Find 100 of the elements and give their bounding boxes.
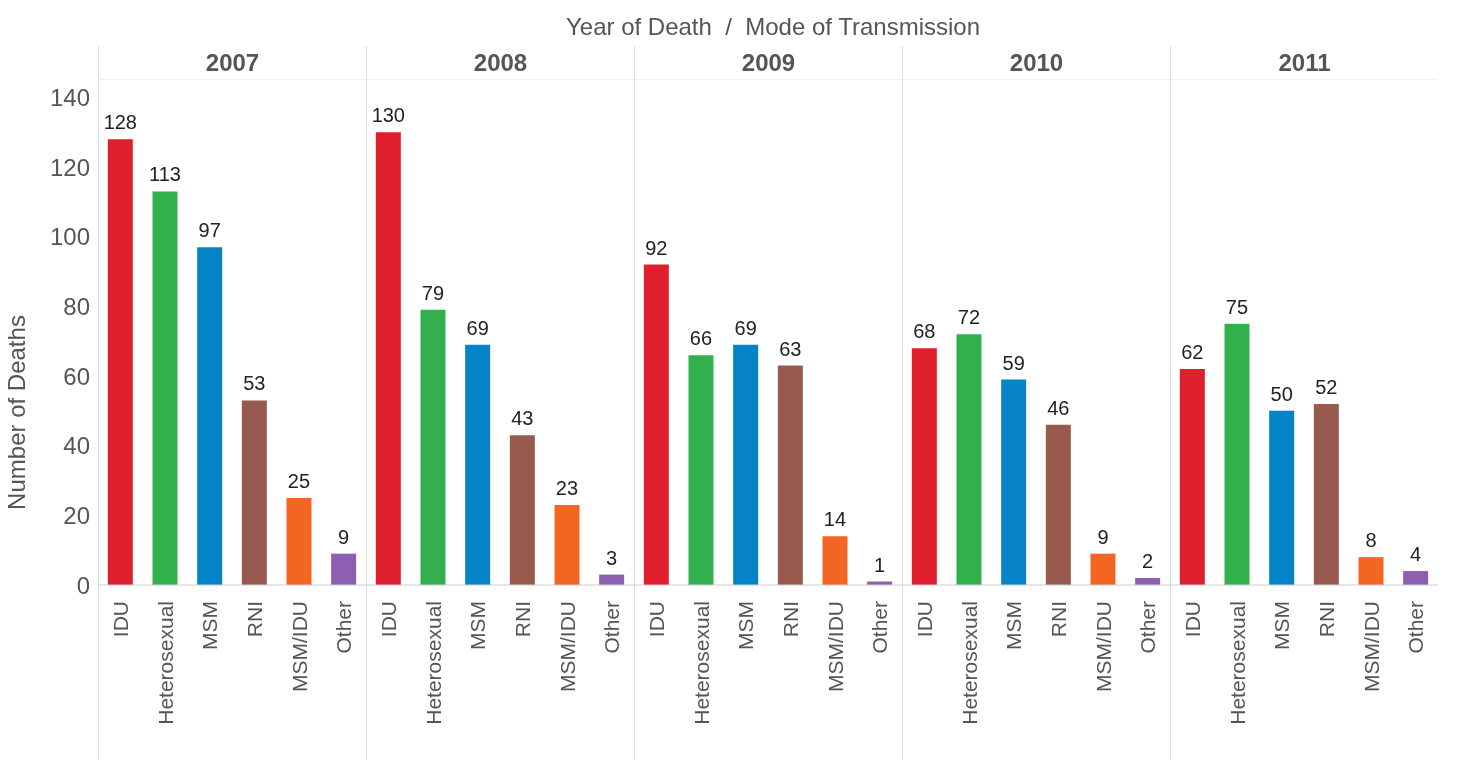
x-tick-label: IDU — [1180, 601, 1204, 638]
bar — [733, 344, 759, 585]
data-label: 62 — [1181, 341, 1204, 364]
y-tick-label: 120 — [49, 153, 90, 181]
x-tick-label: MSM/IDU — [287, 601, 311, 692]
y-tick-label: 20 — [63, 501, 90, 529]
x-tick-label: RNI — [1046, 601, 1070, 638]
text: Year of Death / Mode of Transmission — [566, 13, 980, 40]
data-label: 2 — [1142, 550, 1154, 573]
data-label: 8 — [1365, 529, 1377, 552]
x-tick-label: IDU — [912, 601, 936, 638]
bar — [465, 344, 491, 585]
y-tick-label: 60 — [63, 362, 90, 390]
y-tick-label: 80 — [63, 292, 90, 320]
bar — [1224, 323, 1250, 585]
chart-title: 2011 — [1170, 46, 1438, 80]
data-label: 66 — [689, 327, 713, 350]
y-tick-label: 100 — [49, 223, 90, 251]
x-tick-label: Other — [600, 601, 624, 654]
data-label: 50 — [1270, 382, 1293, 405]
x-tick-label: Other — [1404, 601, 1428, 654]
x-tick-label: IDU — [376, 601, 400, 638]
data-label: 25 — [287, 469, 311, 492]
x-tick-label: MSM/IDU — [1091, 601, 1115, 692]
bar — [286, 497, 312, 585]
bar — [241, 400, 267, 585]
bar — [554, 504, 580, 585]
bar — [777, 365, 803, 585]
bar — [956, 334, 982, 585]
x-tick-label: MSM — [734, 601, 758, 650]
x-tick-label: IDU — [644, 601, 668, 638]
x-tick-label: Other — [868, 601, 892, 654]
bar — [1358, 557, 1384, 585]
x-tick-label: MSM — [198, 601, 222, 650]
bar — [375, 132, 401, 585]
data-label: 9 — [1097, 525, 1109, 548]
data-label: 63 — [779, 337, 802, 360]
chart-title: 2010 — [902, 46, 1170, 80]
bar — [1313, 403, 1339, 585]
data-label: 92 — [645, 236, 668, 259]
bar — [420, 309, 446, 585]
data-label: 113 — [149, 163, 181, 186]
data-label: 9 — [338, 525, 350, 548]
data-label: 59 — [1002, 351, 1025, 374]
bar — [1403, 571, 1429, 585]
bar — [1045, 424, 1071, 585]
x-tick-label: Heterosexual — [689, 601, 713, 725]
x-tick-label: MSM/IDU — [1359, 601, 1383, 692]
data-label: 52 — [1315, 375, 1338, 398]
data-label: 128 — [103, 111, 138, 134]
data-label: 130 — [371, 104, 406, 127]
data-label: 4 — [1410, 543, 1422, 566]
y-tick-label: 40 — [63, 432, 90, 460]
data-label: 72 — [957, 306, 981, 329]
bar — [643, 264, 669, 585]
chart-title: 2007 — [98, 46, 366, 80]
data-label: 97 — [198, 219, 221, 242]
y-tick-label: 140 — [49, 83, 90, 111]
chart-title: 2008 — [366, 46, 634, 80]
y-axis-title: Number of Deaths — [2, 315, 30, 510]
x-tick-label: MSM — [466, 601, 490, 650]
x-tick-label: IDU — [108, 601, 132, 638]
bar — [1179, 369, 1205, 585]
bar — [1090, 553, 1116, 585]
bar — [911, 348, 937, 585]
chart-title: 2009 — [634, 46, 902, 80]
x-tick-label: Heterosexual — [1225, 601, 1249, 725]
data-label: 14 — [823, 508, 847, 531]
data-label: 53 — [243, 372, 266, 395]
bar — [107, 139, 133, 585]
data-label: 69 — [466, 316, 489, 339]
bar — [1269, 410, 1295, 585]
data-label: 68 — [913, 320, 936, 343]
data-label: 75 — [1225, 295, 1249, 318]
data-label: 79 — [421, 281, 445, 304]
data-label: 43 — [511, 407, 534, 430]
x-tick-label: MSM/IDU — [823, 601, 847, 692]
x-tick-label: Heterosexual — [153, 601, 177, 725]
y-tick-label: 0 — [76, 571, 90, 599]
data-label: 1 — [874, 553, 886, 576]
x-tick-label: MSM/IDU — [555, 601, 579, 692]
bar — [197, 247, 223, 585]
x-tick-label: RNI — [242, 601, 266, 638]
x-tick-label: Other — [1136, 601, 1160, 654]
x-tick-label: RNI — [510, 601, 534, 638]
data-label: 46 — [1047, 396, 1070, 419]
bar — [152, 191, 178, 585]
bar — [688, 355, 714, 585]
x-tick-label: MSM — [1002, 601, 1026, 650]
bar — [331, 553, 357, 585]
data-label: 23 — [555, 476, 579, 499]
data-label: 69 — [734, 316, 757, 339]
x-tick-label: RNI — [778, 601, 802, 638]
x-tick-label: Heterosexual — [957, 601, 981, 725]
bar — [509, 435, 535, 585]
bar — [822, 536, 848, 585]
x-tick-label: Heterosexual — [421, 601, 445, 725]
x-tick-label: Other — [332, 601, 356, 654]
bar — [1001, 379, 1027, 585]
data-label: 3 — [606, 546, 618, 569]
